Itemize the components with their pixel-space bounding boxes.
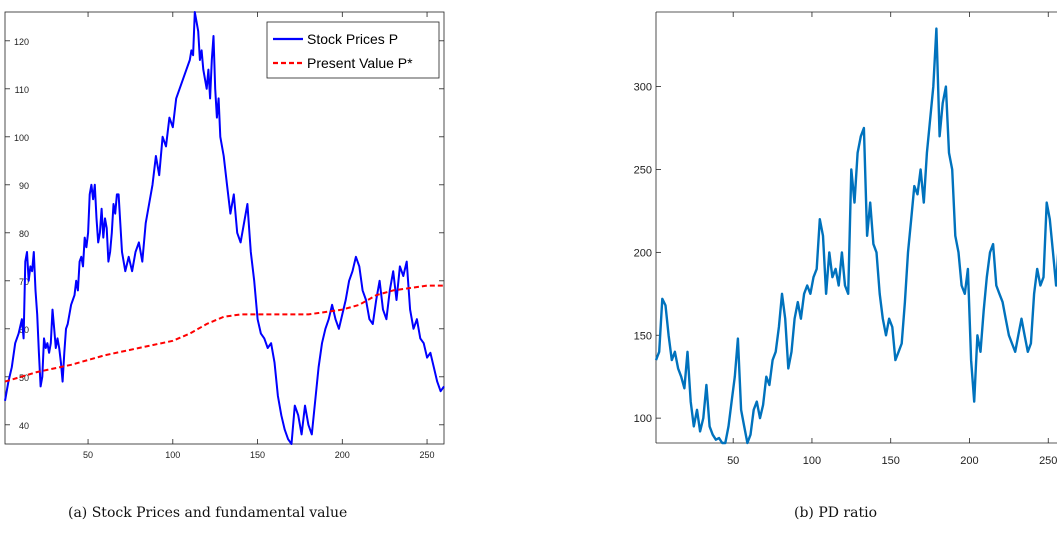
chart-a-series — [4, 11, 445, 445]
y-tick-label: 90 — [19, 181, 29, 191]
chart-a-axes-box — [4, 11, 445, 445]
x-tick-label: 200 — [960, 455, 978, 467]
legend-box — [266, 21, 440, 79]
caption-b: (b) PD ratio — [794, 505, 878, 521]
legend-label-present-value: Present Value P* — [307, 55, 413, 71]
chart-b: 50 100 150 200 250 100 150 200 250 300 — [634, 11, 1057, 467]
x-tick-label: 50 — [83, 450, 93, 460]
series-line-stock-prices-p — [4, 11, 445, 445]
y-tick-label: 40 — [19, 421, 29, 431]
series-line-present-value-p — [4, 284, 444, 383]
x-tick-label: 100 — [165, 450, 180, 460]
y-tick-label: 300 — [634, 82, 652, 94]
chart-a-legend: Stock Prices P Present Value P* — [266, 21, 440, 79]
y-tick-label: 50 — [19, 373, 29, 383]
caption-a: (a) Stock Prices and fundamental value — [68, 505, 348, 521]
chart-b-series — [654, 27, 1057, 445]
x-tick-label: 150 — [250, 450, 265, 460]
y-tick-label: 200 — [634, 247, 652, 259]
chart-b-axes-frame — [655, 11, 1057, 444]
y-tick-label: 80 — [19, 229, 29, 239]
y-tick-label: 150 — [634, 330, 652, 342]
y-tick-label: 100 — [634, 413, 652, 425]
x-tick-label: 150 — [882, 455, 900, 467]
legend-label-stock: Stock Prices P — [307, 31, 398, 47]
chart-b-ticks: 50 100 150 200 250 100 150 200 250 300 — [634, 12, 1057, 467]
x-tick-label: 250 — [1039, 455, 1057, 467]
x-tick-label: 100 — [803, 455, 821, 467]
x-tick-label: 50 — [727, 455, 739, 467]
x-tick-label: 200 — [335, 450, 350, 460]
x-tick-label: 250 — [420, 450, 435, 460]
y-tick-label: 100 — [14, 133, 29, 143]
y-tick-label: 110 — [15, 85, 29, 95]
series-line-pd-ratio — [654, 27, 1057, 445]
y-tick-label: 120 — [14, 37, 29, 47]
y-tick-label: 250 — [634, 164, 652, 176]
